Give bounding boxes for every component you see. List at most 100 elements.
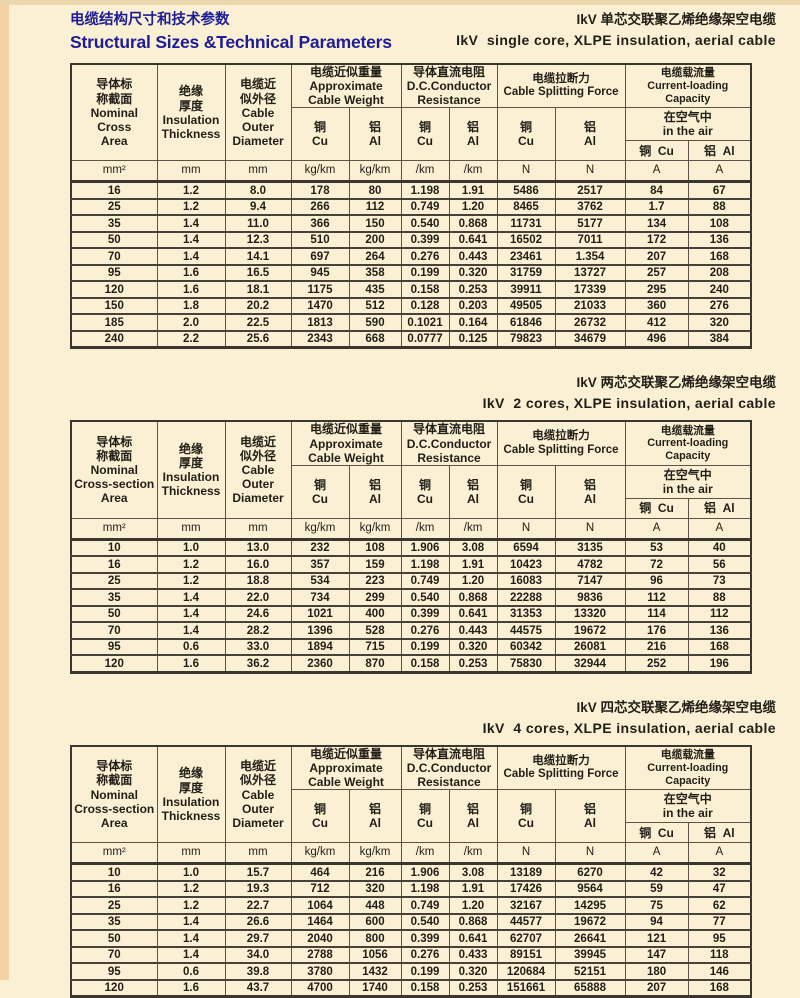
table-3-title: IkV 四芯交联聚乙烯绝缘架空电缆 IkV 4 cores, XLPE insu… (70, 696, 790, 736)
table-cell: 39945 (554, 945, 626, 964)
table-body: 10 1.0 15.7 464 216 1.906 3.08 13189 6270 42 32 16 1… (70, 862, 752, 997)
table-cell: 0.868 (448, 912, 498, 931)
table-cell: 0.641 (448, 604, 498, 623)
subheader-capacity-al: 铝 Al (687, 140, 752, 162)
page-heading: 电缆结构尺寸和技术参数 Structural Sizes &Technical … (70, 8, 392, 53)
table-cell: 5177 (554, 214, 626, 232)
table-row: 95 0.6 33.0 1894 715 0.199 0.320 60342 26081 216 1… (70, 637, 752, 656)
table-cell: 43.7 (224, 978, 292, 997)
table-cell: 108 (687, 214, 752, 232)
table-cell: 1.4 (156, 621, 226, 639)
table-cell: 12.3 (224, 230, 292, 249)
table-cell: 147 (624, 945, 689, 964)
table-cell: 510 (290, 230, 350, 249)
unit-cell: /km (448, 842, 498, 866)
table-cell: 61846 (496, 313, 556, 331)
table-cell: 1056 (348, 945, 402, 964)
unit-cell: N (554, 517, 626, 541)
table-row: 70 1.4 14.1 697 264 0.276 0.443 23461 1.354 207 16… (70, 247, 752, 265)
table-cell: 88 (687, 197, 752, 216)
table-cell: 2.2 (156, 329, 226, 348)
table-cell: 320 (348, 879, 402, 898)
table-cell: 180 (624, 962, 689, 980)
table-cell: 34.0 (224, 945, 292, 964)
table-2-title: IkV 两芯交联聚乙烯绝缘架空电缆 IkV 2 cores, XLPE insu… (70, 371, 790, 411)
table-row: 50 1.4 12.3 510 200 0.399 0.641 16502 7011 172 136 (70, 230, 752, 249)
table-cell: 1.20 (448, 571, 498, 590)
group-header-dc-resistance: 导体直流电阻 D.C.Conductor Resistance (400, 745, 498, 791)
subheader-capacity-al: 铝 Al (687, 497, 752, 519)
unit-cell: mm (224, 517, 292, 541)
table-row: 25 1.2 18.8 534 223 0.749 1.20 16083 7147 96 73 (70, 571, 752, 590)
table-cell: 232 (290, 538, 350, 557)
table-cell: 208 (687, 263, 752, 282)
table-1-title: IkV 单芯交联聚乙烯绝缘架空电缆 IkV single core, XLPE … (456, 8, 790, 48)
table-cell: 590 (348, 313, 402, 331)
group-header-cable-weight: 电缆近似重量 Approximate Cable Weight (290, 745, 402, 791)
subheader-in-the-air: 在空气中 in the air (624, 107, 752, 142)
table-cell: 0.641 (448, 929, 498, 947)
table-cell: 42 (624, 862, 689, 881)
table-cell: 89151 (496, 945, 556, 964)
table-cell: 14295 (554, 896, 626, 914)
table-cell: 223 (348, 571, 402, 590)
table-cell: 178 (290, 180, 350, 199)
table-cell: 2517 (554, 180, 626, 199)
table-cell: 6594 (496, 538, 556, 557)
table-cell: 1894 (290, 637, 350, 656)
table-cell: 1.4 (156, 945, 226, 964)
table-cell: 945 (290, 263, 350, 282)
page-heading-zh: 电缆结构尺寸和技术参数 (70, 12, 230, 28)
table-cell: 4700 (290, 978, 350, 997)
group-header-splitting-force: 电缆拉断力 Cable Splitting Force (496, 420, 626, 466)
table-cell: 22288 (496, 588, 556, 606)
table-cell: 1.4 (156, 230, 226, 249)
table-cell: 172 (624, 230, 689, 249)
table-cell: 72 (624, 555, 689, 573)
table-cell: 49505 (496, 296, 556, 315)
table-cell: 53 (624, 538, 689, 557)
table-cell: 1.198 (400, 180, 450, 199)
table-cell: 10423 (496, 555, 556, 573)
page-heading-en: Structural Sizes &Technical Parameters (70, 32, 392, 52)
unit-cell: N (496, 517, 556, 541)
table-cell: 3.08 (448, 538, 498, 557)
table-cell: 1.0 (156, 862, 226, 881)
table-cell: 121 (624, 929, 689, 947)
table-cell: 0.749 (400, 197, 450, 216)
table-cell: 1.2 (156, 197, 226, 216)
subheader-in-the-air: 在空气中 in the air (624, 789, 752, 824)
unit-cell: mm (156, 160, 226, 184)
table-cell: 1.6 (156, 654, 226, 673)
table-cell: 10 (70, 862, 158, 881)
table-cell: 384 (687, 329, 752, 348)
table-cell: 295 (624, 280, 689, 298)
subheader-in-the-air: 在空气中 in the air (624, 464, 752, 499)
table-cell: 1.906 (400, 862, 450, 881)
table-row: 50 1.4 24.6 1021 400 0.399 0.641 31353 13320 114 1… (70, 604, 752, 623)
table-cell: 0.399 (400, 929, 450, 947)
table-cell: 32944 (554, 654, 626, 673)
subheader-resistance-al: 铝 Al (448, 464, 498, 519)
table-body: 10 1.0 13.0 232 108 1.906 3.08 6594 3135 53 40 16 1.… (70, 538, 752, 673)
table-cell: 0.1021 (400, 313, 450, 331)
group-header-cable-weight: 电缆近似重量 Approximate Cable Weight (290, 63, 402, 109)
table-cell: 16.5 (224, 263, 292, 282)
table-3-title-zh: IkV 四芯交联聚乙烯绝缘架空电缆 (576, 699, 776, 715)
table-cell: 14.1 (224, 247, 292, 265)
table-cell: 2343 (290, 329, 350, 348)
table-cell: 7147 (554, 571, 626, 590)
table-cell: 0.540 (400, 214, 450, 232)
table-cell: 400 (348, 604, 402, 623)
table-cell: 25.6 (224, 329, 292, 348)
table-cell: 0.276 (400, 621, 450, 639)
table-cell: 84 (624, 180, 689, 199)
table-cell: 50 (70, 929, 158, 947)
table-cell: 13.0 (224, 538, 292, 557)
table-cell: 32167 (496, 896, 556, 914)
group-header-dc-resistance: 导体直流电阻 D.C.Conductor Resistance (400, 63, 498, 109)
table-cell: 0.164 (448, 313, 498, 331)
table-cell: 1.4 (156, 247, 226, 265)
table-cell: 7011 (554, 230, 626, 249)
units-row: mm² mm mm kg/km kg/km /km /km N N A A (70, 517, 752, 541)
